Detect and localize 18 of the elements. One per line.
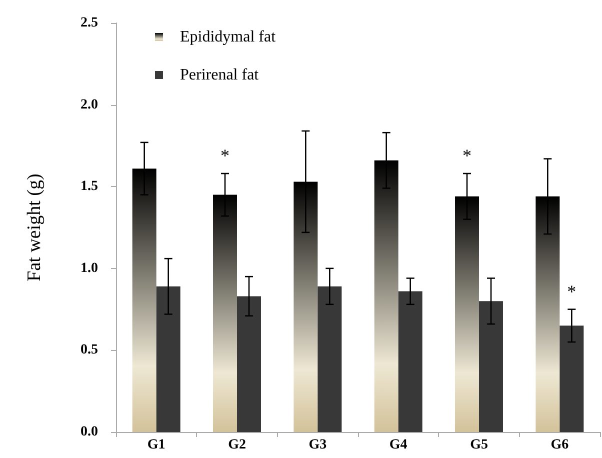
annotation: * xyxy=(220,146,230,166)
y-tick-label: 0.5 xyxy=(80,342,98,358)
y-tick-label: 0.0 xyxy=(80,424,98,440)
x-tick-label: G2 xyxy=(228,438,246,452)
y-tick-label: 1.5 xyxy=(80,179,98,194)
y-tick-label: 2.5 xyxy=(80,16,98,30)
y-tick-label: 2.0 xyxy=(80,97,98,112)
x-tick-label: G1 xyxy=(147,438,166,452)
y-tick-label: 1.0 xyxy=(80,260,98,276)
y-axis-title: Fat weight (g) xyxy=(24,174,45,282)
x-tick-label: G4 xyxy=(389,438,408,452)
x-tick-label: G3 xyxy=(308,438,327,452)
x-tick-label: G6 xyxy=(550,438,569,452)
legend-label: Perirenal fat xyxy=(180,66,260,84)
legend-label: Epididymal fat xyxy=(180,28,276,46)
x-tick-label: G5 xyxy=(470,438,488,452)
annotation: * xyxy=(567,281,576,302)
annotation: * xyxy=(462,146,472,166)
